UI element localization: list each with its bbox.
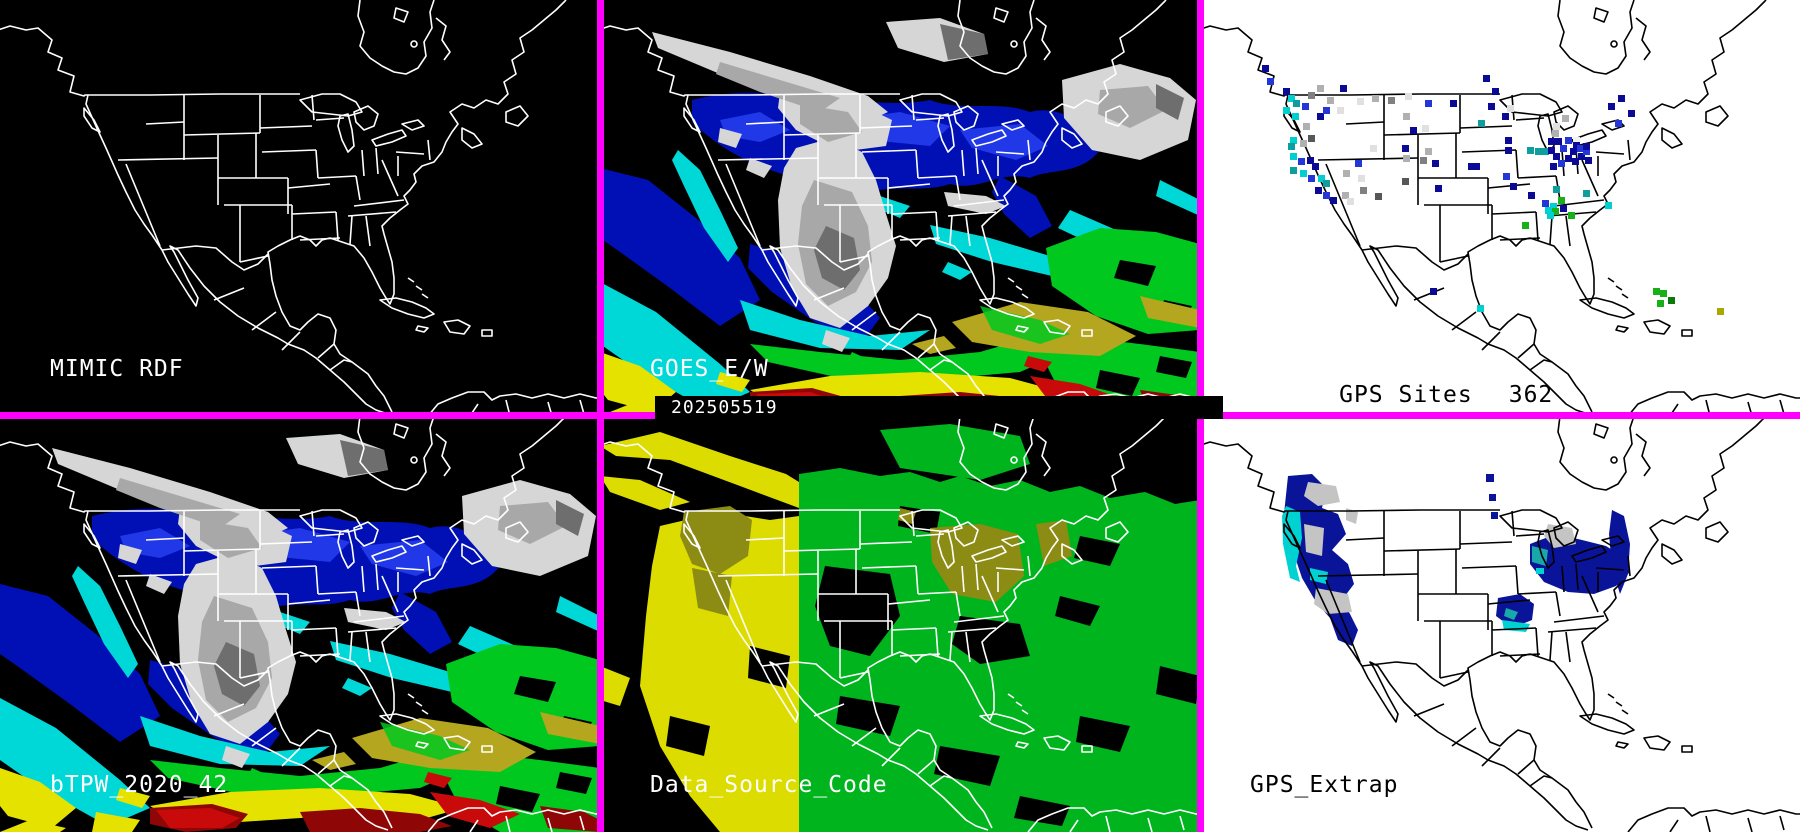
- data-source-code-label: Data_Source_Code: [650, 772, 888, 798]
- timestamp: 202505519: [671, 397, 778, 418]
- gps-sites-label: GPS Sites 362: [1250, 356, 1553, 416]
- panel-btpw[interactable]: bTPW_2020_42: [0, 416, 600, 832]
- panel-data-source-code[interactable]: Data_Source_Code: [600, 416, 1200, 832]
- gps-site-markers: [1262, 65, 1724, 315]
- gps-extrap-label: GPS_Extrap: [1250, 772, 1399, 798]
- mimic-rdf-label: MIMIC RDF: [50, 356, 184, 382]
- mimic-rdf-map: [0, 0, 600, 416]
- gps-sites-count: 362: [1508, 382, 1554, 408]
- gps-sites-title: GPS Sites: [1339, 382, 1473, 408]
- gps-extrap-map: [1200, 416, 1800, 832]
- btpw-image: [0, 416, 600, 832]
- btpw-label: bTPW_2020_42: [50, 772, 229, 798]
- panel-goes-ew[interactable]: GOES_E/W: [600, 0, 1200, 416]
- gps-sites-map: [1200, 0, 1800, 416]
- panel-gps-extrap[interactable]: GPS_Extrap: [1200, 416, 1800, 832]
- panel-mimic-rdf[interactable]: MIMIC RDF: [0, 0, 600, 416]
- panel-gps-sites[interactable]: GPS Sites 362: [1200, 0, 1800, 416]
- timestamp-strip: 202505519: [655, 396, 1223, 419]
- goes-ew-tpw-image: [600, 0, 1200, 416]
- goes-ew-label: GOES_E/W: [650, 356, 769, 382]
- data-source-code-image: [600, 416, 1200, 832]
